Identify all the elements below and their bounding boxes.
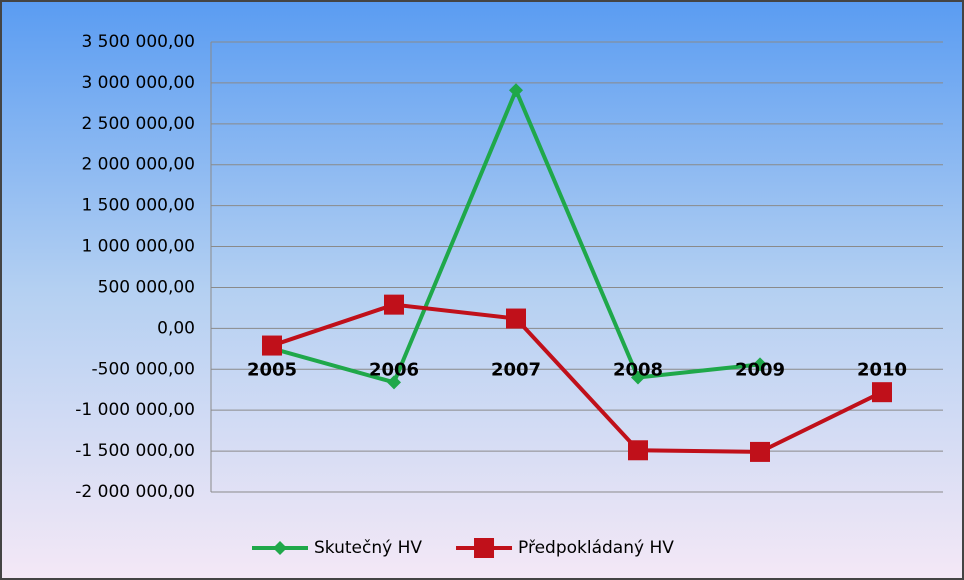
grid — [210, 41, 943, 493]
y-tick-label: 1 000 000,00 — [81, 237, 195, 257]
x-tick-label: 2005 — [247, 359, 297, 380]
legend-label: Předpokládaný HV — [518, 538, 674, 558]
point — [750, 441, 770, 462]
x-tick-label: 2007 — [491, 359, 541, 380]
y-tick-label: 3 000 000,00 — [81, 73, 195, 93]
y-tick-label: 2 000 000,00 — [81, 155, 195, 175]
point — [872, 382, 892, 403]
y-tick-label: -500 000,00 — [92, 359, 195, 379]
x-tick-label: 2006 — [369, 359, 419, 380]
plot — [262, 83, 892, 462]
point — [387, 375, 401, 390]
x-tick-label: 2009 — [735, 359, 785, 380]
y-tick-label: 0,00 — [157, 318, 195, 338]
y-tick-label: -1 000 000,00 — [75, 400, 195, 420]
x-tick-label: 2010 — [857, 359, 907, 380]
y-tick-label: 1 500 000,00 — [81, 196, 195, 216]
y-tick-label: -2 000 000,00 — [75, 482, 195, 502]
point — [474, 538, 495, 558]
y-tick-label: 500 000,00 — [98, 277, 195, 297]
y-tick-label: -1 500 000,00 — [75, 441, 195, 461]
point — [262, 335, 282, 356]
series-line — [271, 302, 883, 454]
point — [384, 294, 404, 315]
point — [631, 370, 645, 385]
legend-label: Skutečný HV — [314, 538, 422, 558]
point — [273, 541, 287, 555]
x-tick-label: 2008 — [613, 359, 663, 380]
point — [506, 308, 526, 329]
point — [753, 357, 767, 372]
point — [509, 83, 523, 98]
y-tick-label: 2 500 000,00 — [81, 114, 195, 134]
y-tick-label: 3 500 000,00 — [81, 32, 195, 52]
point — [628, 440, 648, 461]
